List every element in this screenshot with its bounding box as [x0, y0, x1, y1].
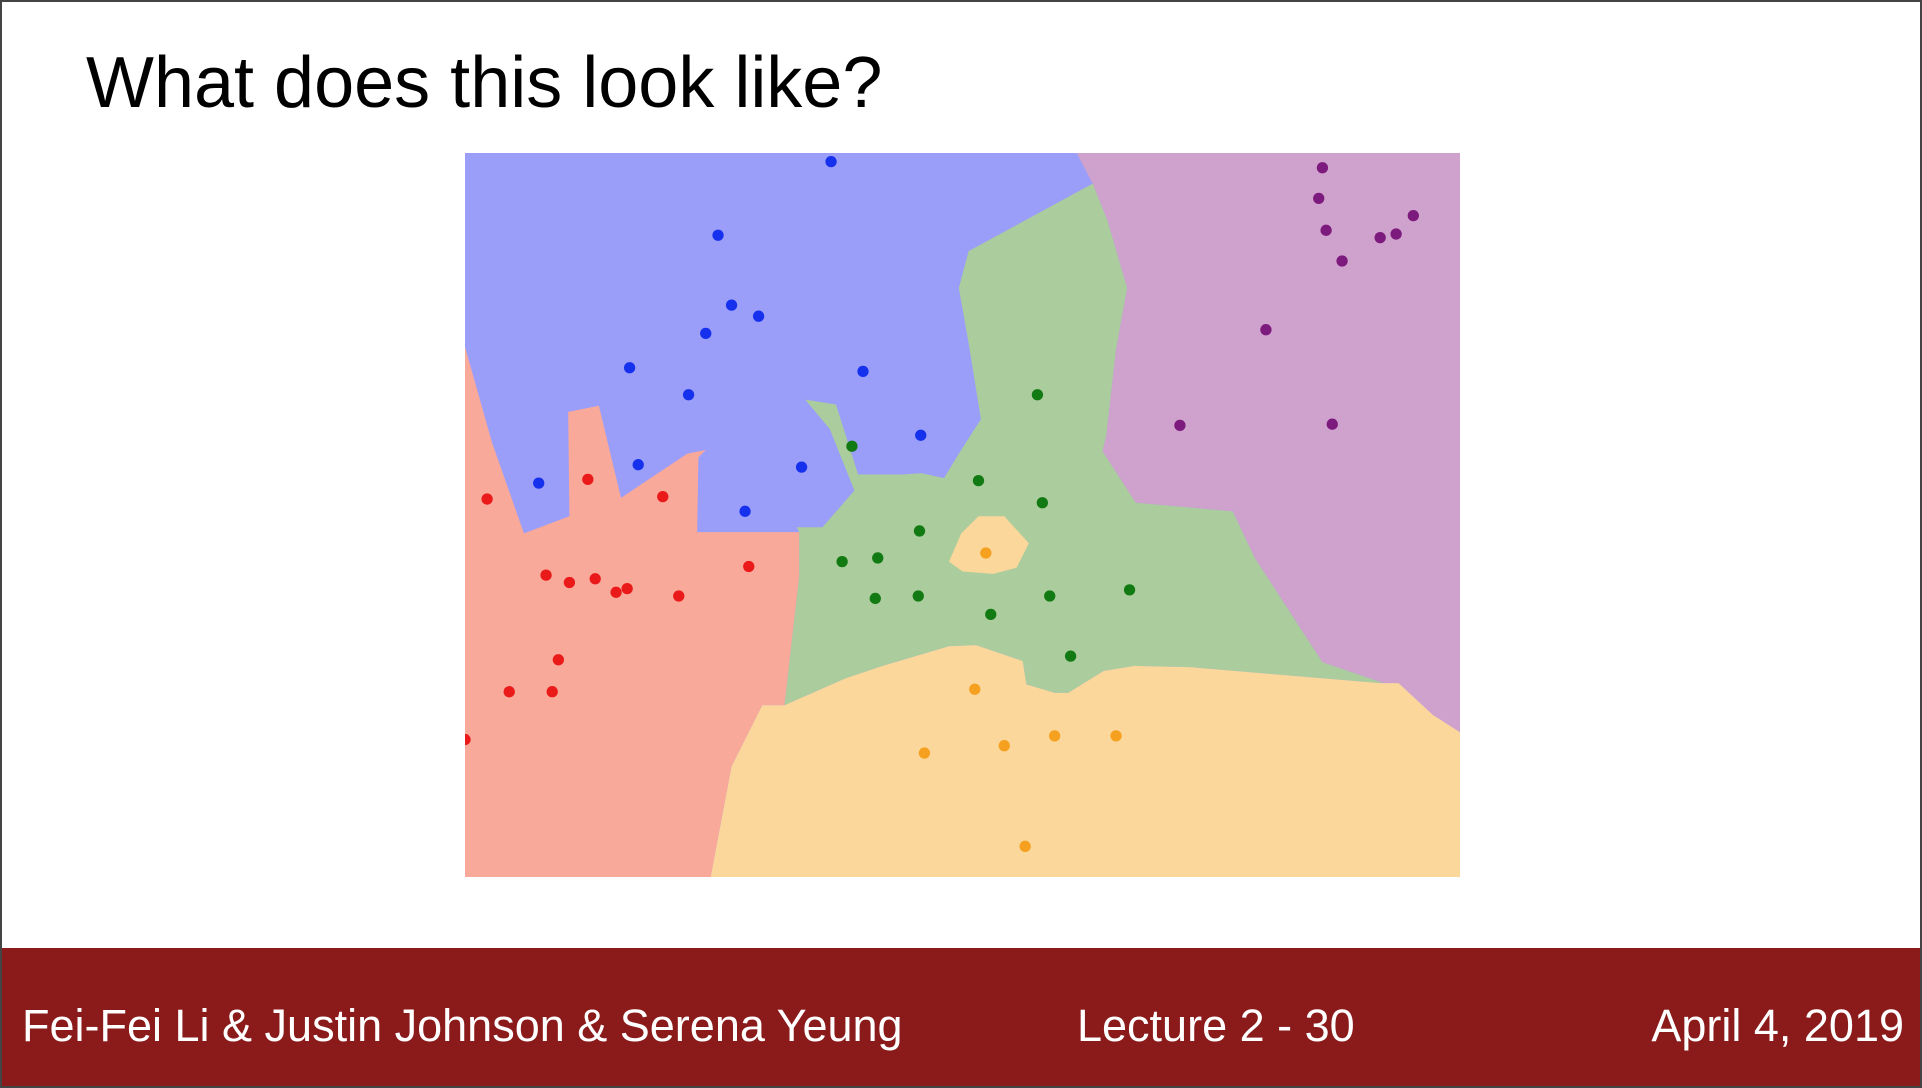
- point-orange-0: [980, 547, 992, 559]
- point-blue-11: [795, 461, 808, 473]
- point-blue-4: [752, 310, 765, 322]
- footer-authors: Fei-Fei Li & Justin Johnson & Serena Yeu…: [22, 1000, 903, 1051]
- point-green-9: [985, 608, 997, 621]
- point-orange-4: [1048, 730, 1061, 742]
- point-green-11: [1123, 584, 1136, 596]
- point-green-4: [913, 525, 926, 537]
- point-green-2: [972, 474, 985, 487]
- point-red-12: [546, 686, 558, 698]
- knn-decision-boundary-figure: [465, 153, 1460, 877]
- region-orange: [710, 645, 1460, 877]
- footer-lecture-number: Lecture 2 - 30: [1077, 1000, 1355, 1051]
- point-red-3: [540, 569, 552, 581]
- point-blue-5: [623, 362, 636, 374]
- slide-footer: Fei-Fei Li & Justin Johnson & Serena Yeu…: [2, 948, 1920, 1086]
- point-red-13: [465, 733, 471, 746]
- point-purple-4: [1374, 232, 1386, 244]
- point-red-4: [563, 576, 576, 589]
- point-blue-12: [739, 505, 751, 517]
- point-blue-10: [632, 459, 644, 471]
- data-points: [465, 155, 1419, 852]
- region-orange-island: [948, 516, 1029, 574]
- point-red-9: [743, 560, 755, 573]
- point-blue-0: [825, 155, 837, 168]
- point-red-5: [589, 573, 601, 585]
- point-purple-6: [1407, 209, 1419, 222]
- point-blue-1: [712, 229, 724, 241]
- region-green: [784, 183, 1384, 706]
- point-green-3: [1036, 497, 1048, 509]
- point-blue-9: [533, 477, 545, 489]
- point-purple-5: [1390, 228, 1402, 240]
- point-red-7: [621, 582, 633, 595]
- point-red-1: [582, 473, 594, 486]
- point-blue-3: [700, 327, 712, 340]
- slide-title: What does this look like?: [86, 43, 883, 123]
- point-green-6: [872, 552, 884, 564]
- point-orange-2: [918, 747, 931, 759]
- point-blue-2: [725, 299, 738, 311]
- point-orange-5: [1110, 730, 1122, 742]
- point-purple-1: [1313, 192, 1325, 205]
- point-orange-6: [1019, 840, 1031, 852]
- point-orange-1: [969, 683, 981, 695]
- point-green-12: [1064, 650, 1077, 662]
- region-purple: [1076, 153, 1460, 733]
- point-blue-6: [682, 389, 695, 401]
- point-red-2: [657, 490, 669, 503]
- point-green-1: [846, 440, 858, 452]
- point-blue-7: [857, 365, 869, 378]
- footer-date: April 4, 2019: [1651, 1000, 1904, 1051]
- point-green-10: [1044, 590, 1056, 602]
- point-purple-2: [1320, 224, 1332, 236]
- point-green-7: [869, 592, 881, 605]
- point-red-8: [673, 590, 685, 602]
- point-red-10: [552, 654, 565, 666]
- point-purple-9: [1326, 418, 1338, 430]
- point-purple-0: [1316, 162, 1329, 174]
- point-orange-3: [998, 740, 1010, 752]
- point-red-6: [610, 586, 622, 598]
- point-purple-8: [1174, 419, 1186, 432]
- point-green-5: [836, 555, 848, 568]
- point-red-0: [481, 493, 493, 505]
- point-green-8: [912, 590, 924, 602]
- point-green-0: [1031, 389, 1044, 401]
- point-purple-3: [1336, 255, 1348, 267]
- point-purple-7: [1260, 324, 1272, 336]
- point-red-11: [503, 686, 515, 698]
- region-red: [465, 346, 800, 877]
- point-blue-8: [915, 429, 927, 441]
